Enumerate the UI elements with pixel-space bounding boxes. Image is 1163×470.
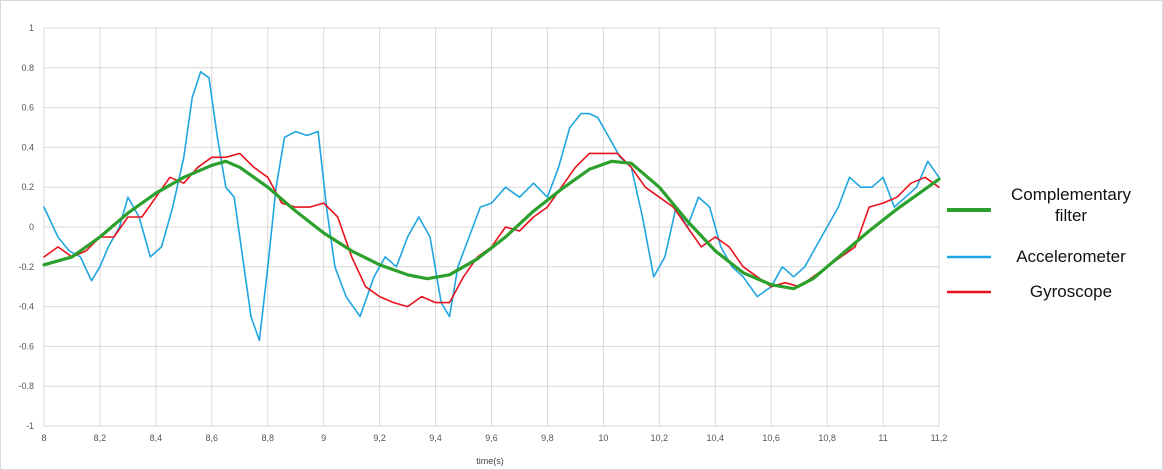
legend-label: Gyroscope [1030, 282, 1112, 301]
x-tick-label: 9,4 [429, 433, 442, 443]
series-line-complementary-filter [42, 159, 941, 291]
y-tick-label: -0.2 [18, 262, 34, 272]
x-tick-label: 8,8 [261, 433, 274, 443]
x-tick-label: 9,6 [485, 433, 498, 443]
y-tick-label: 1 [29, 23, 34, 33]
x-tick-label: 8,4 [150, 433, 163, 443]
y-tick-label: -1 [26, 421, 34, 431]
legend-label: filter [1055, 206, 1087, 225]
y-tick-label: 0 [29, 222, 34, 232]
legend: Complementary filter Accelerometer Gyroscop… [947, 185, 1131, 301]
legend-label: Accelerometer [1016, 247, 1126, 266]
gridlines [43, 27, 940, 427]
y-tick-label: -0.8 [18, 381, 34, 391]
x-tick-label: 10 [598, 433, 608, 443]
x-tick-label: 9 [321, 433, 326, 443]
y-tick-label: 0.8 [21, 63, 34, 73]
series-line-accelerometer [43, 71, 940, 342]
x-tick-label: 11,2 [931, 433, 948, 443]
x-tick-label: 10,6 [762, 433, 780, 443]
legend-label: Complementary [1011, 185, 1131, 204]
y-tick-label: 0.6 [21, 103, 34, 113]
x-tick-label: 8,2 [94, 433, 107, 443]
x-tick-label: 11 [878, 433, 887, 443]
x-tick-label: 9,8 [541, 433, 554, 443]
x-axis-ticks: 8 8,2 8,4 8,6 8,8 9 9,2 9,4 9,6 9,8 10 10,2 10,4 10,6… [41, 433, 947, 443]
series-lines [42, 71, 941, 342]
y-tick-label: 0.4 [21, 142, 34, 152]
x-tick-label: 10,4 [706, 433, 724, 443]
y-tick-label: 0.2 [21, 182, 34, 192]
y-tick-label: -0.6 [18, 341, 34, 351]
x-axis-title: time(s) [476, 456, 504, 466]
x-tick-label: 8 [41, 433, 46, 443]
x-tick-label: 10,2 [651, 433, 669, 443]
x-tick-label: 9,2 [373, 433, 386, 443]
y-tick-label: -0.4 [18, 302, 34, 312]
y-axis-ticks: 1 0.8 0.6 0.4 0.2 0 -0.2 -0.4 -0.6 -0.8 -1 [18, 23, 34, 431]
x-tick-label: 8,6 [206, 433, 219, 443]
x-tick-label: 10,8 [818, 433, 836, 443]
